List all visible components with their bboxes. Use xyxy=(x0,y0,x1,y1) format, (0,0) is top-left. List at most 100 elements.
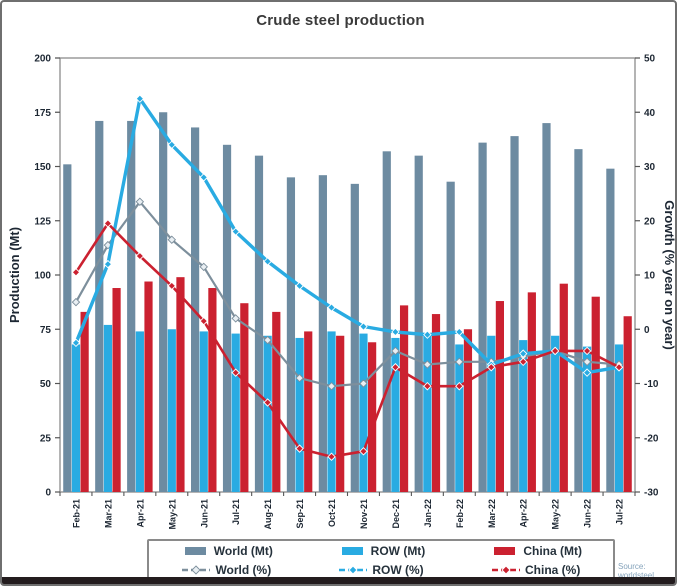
left-axis-tick-label: 125 xyxy=(34,216,51,227)
bar xyxy=(510,136,519,492)
data-point-marker xyxy=(518,349,528,358)
bar xyxy=(614,344,624,492)
bar xyxy=(423,335,432,492)
left-axis-tick-label: 175 xyxy=(34,108,51,119)
bar xyxy=(286,177,296,492)
bar xyxy=(478,142,487,492)
left-axis-tick-label: 200 xyxy=(34,54,51,65)
data-point-marker xyxy=(327,303,336,312)
legend-item-china-%: China (%) xyxy=(458,563,613,577)
legend-bar-swatch xyxy=(494,546,516,555)
x-axis-tick-label: Apr-22 xyxy=(519,499,529,528)
bar xyxy=(80,311,89,492)
bar xyxy=(176,277,185,492)
chart-title: Crude steel production xyxy=(256,12,425,29)
x-axis-tick-label: May-21 xyxy=(167,499,177,530)
data-point-marker xyxy=(263,335,272,345)
x-axis-tick-label: May-22 xyxy=(551,499,561,530)
data-point-marker xyxy=(263,257,272,266)
x-axis-tick-label: Sep-21 xyxy=(295,499,305,529)
bar xyxy=(368,342,377,492)
x-axis-tick-label: Jul-21 xyxy=(231,499,241,525)
legend-bar-swatch xyxy=(184,546,206,555)
right-axis-tick-label: 50 xyxy=(644,54,656,65)
legend-bar-swatch xyxy=(341,546,363,555)
legend-label: China (Mt) xyxy=(523,543,582,558)
bars-china-mt xyxy=(80,277,632,492)
x-axis-tick-label: Mar-22 xyxy=(487,499,497,528)
data-point-marker xyxy=(103,219,113,228)
data-point-marker xyxy=(135,94,145,103)
data-point-marker xyxy=(359,379,368,388)
legend-line-swatch xyxy=(182,564,211,575)
bar xyxy=(414,155,423,492)
data-point-marker xyxy=(167,235,177,244)
bar xyxy=(222,144,232,493)
bar xyxy=(112,288,121,492)
bars-row-mt xyxy=(71,324,624,492)
x-axis-tick-label: Nov-21 xyxy=(359,499,369,529)
bar xyxy=(103,324,113,492)
svg-text:Production (Mt): Production (Mt) xyxy=(7,227,22,323)
legend-label: ROW (Mt) xyxy=(370,543,426,558)
bar xyxy=(431,314,441,492)
bar xyxy=(399,305,409,492)
bar xyxy=(359,333,368,492)
bar xyxy=(623,316,632,492)
x-axis-tick-label: Feb-21 xyxy=(71,499,81,528)
bar xyxy=(208,288,217,492)
bar xyxy=(591,296,600,492)
right-axis-title: Growth (% year on year) xyxy=(662,200,677,350)
line-row-% xyxy=(71,94,624,377)
data-point-marker xyxy=(518,357,528,367)
data-point-marker xyxy=(455,357,464,367)
bar xyxy=(574,149,583,492)
left-axis-tick-label: 25 xyxy=(40,433,52,444)
bar xyxy=(144,281,153,492)
data-point-marker xyxy=(103,259,113,269)
svg-text:Growth (% year on year): Growth (% year on year) xyxy=(662,200,677,350)
data-point-marker xyxy=(231,227,240,236)
bar xyxy=(446,181,455,492)
data-point-marker xyxy=(391,362,400,372)
bar xyxy=(391,337,400,492)
left-axis-tick-label: 100 xyxy=(34,271,51,282)
data-point-marker xyxy=(167,281,177,291)
bar xyxy=(240,303,249,492)
bar xyxy=(527,292,536,492)
data-point-marker xyxy=(199,316,208,326)
bar xyxy=(542,123,551,492)
data-point-marker xyxy=(391,346,400,356)
data-point-marker xyxy=(582,346,592,356)
x-axis-tick-label: Feb-22 xyxy=(455,499,465,528)
bar xyxy=(551,335,560,492)
x-axis-tick-label: Jun-21 xyxy=(199,499,209,528)
data-point-marker xyxy=(295,444,304,453)
data-point-marker xyxy=(231,368,240,377)
right-axis-tick-label: 30 xyxy=(644,162,656,173)
data-point-marker xyxy=(327,452,336,461)
legend-item-world-%: World (%) xyxy=(149,563,304,577)
data-point-marker xyxy=(614,362,624,372)
bar xyxy=(559,283,568,492)
bar xyxy=(487,335,496,492)
bar xyxy=(582,346,592,492)
bar xyxy=(463,329,473,492)
x-axis-tick-label: Apr-21 xyxy=(135,499,145,528)
right-axis-tick-label: 0 xyxy=(644,325,650,336)
legend-item-world-mt: World (Mt) xyxy=(149,544,304,558)
data-point-marker xyxy=(199,173,208,182)
bar xyxy=(382,151,391,492)
line-china-% xyxy=(71,219,624,461)
data-point-marker xyxy=(423,381,432,391)
data-point-marker xyxy=(423,360,432,369)
legend-label: World (%) xyxy=(215,562,272,577)
bar xyxy=(95,120,104,493)
x-axis-tick-label: Oct-21 xyxy=(327,499,337,527)
data-point-marker xyxy=(327,381,336,391)
legend-label: World (Mt) xyxy=(213,543,273,558)
x-axis-tick-label: Jun-22 xyxy=(583,499,593,528)
data-point-marker xyxy=(71,297,81,307)
data-point-marker xyxy=(582,357,592,367)
data-point-marker xyxy=(167,140,177,150)
